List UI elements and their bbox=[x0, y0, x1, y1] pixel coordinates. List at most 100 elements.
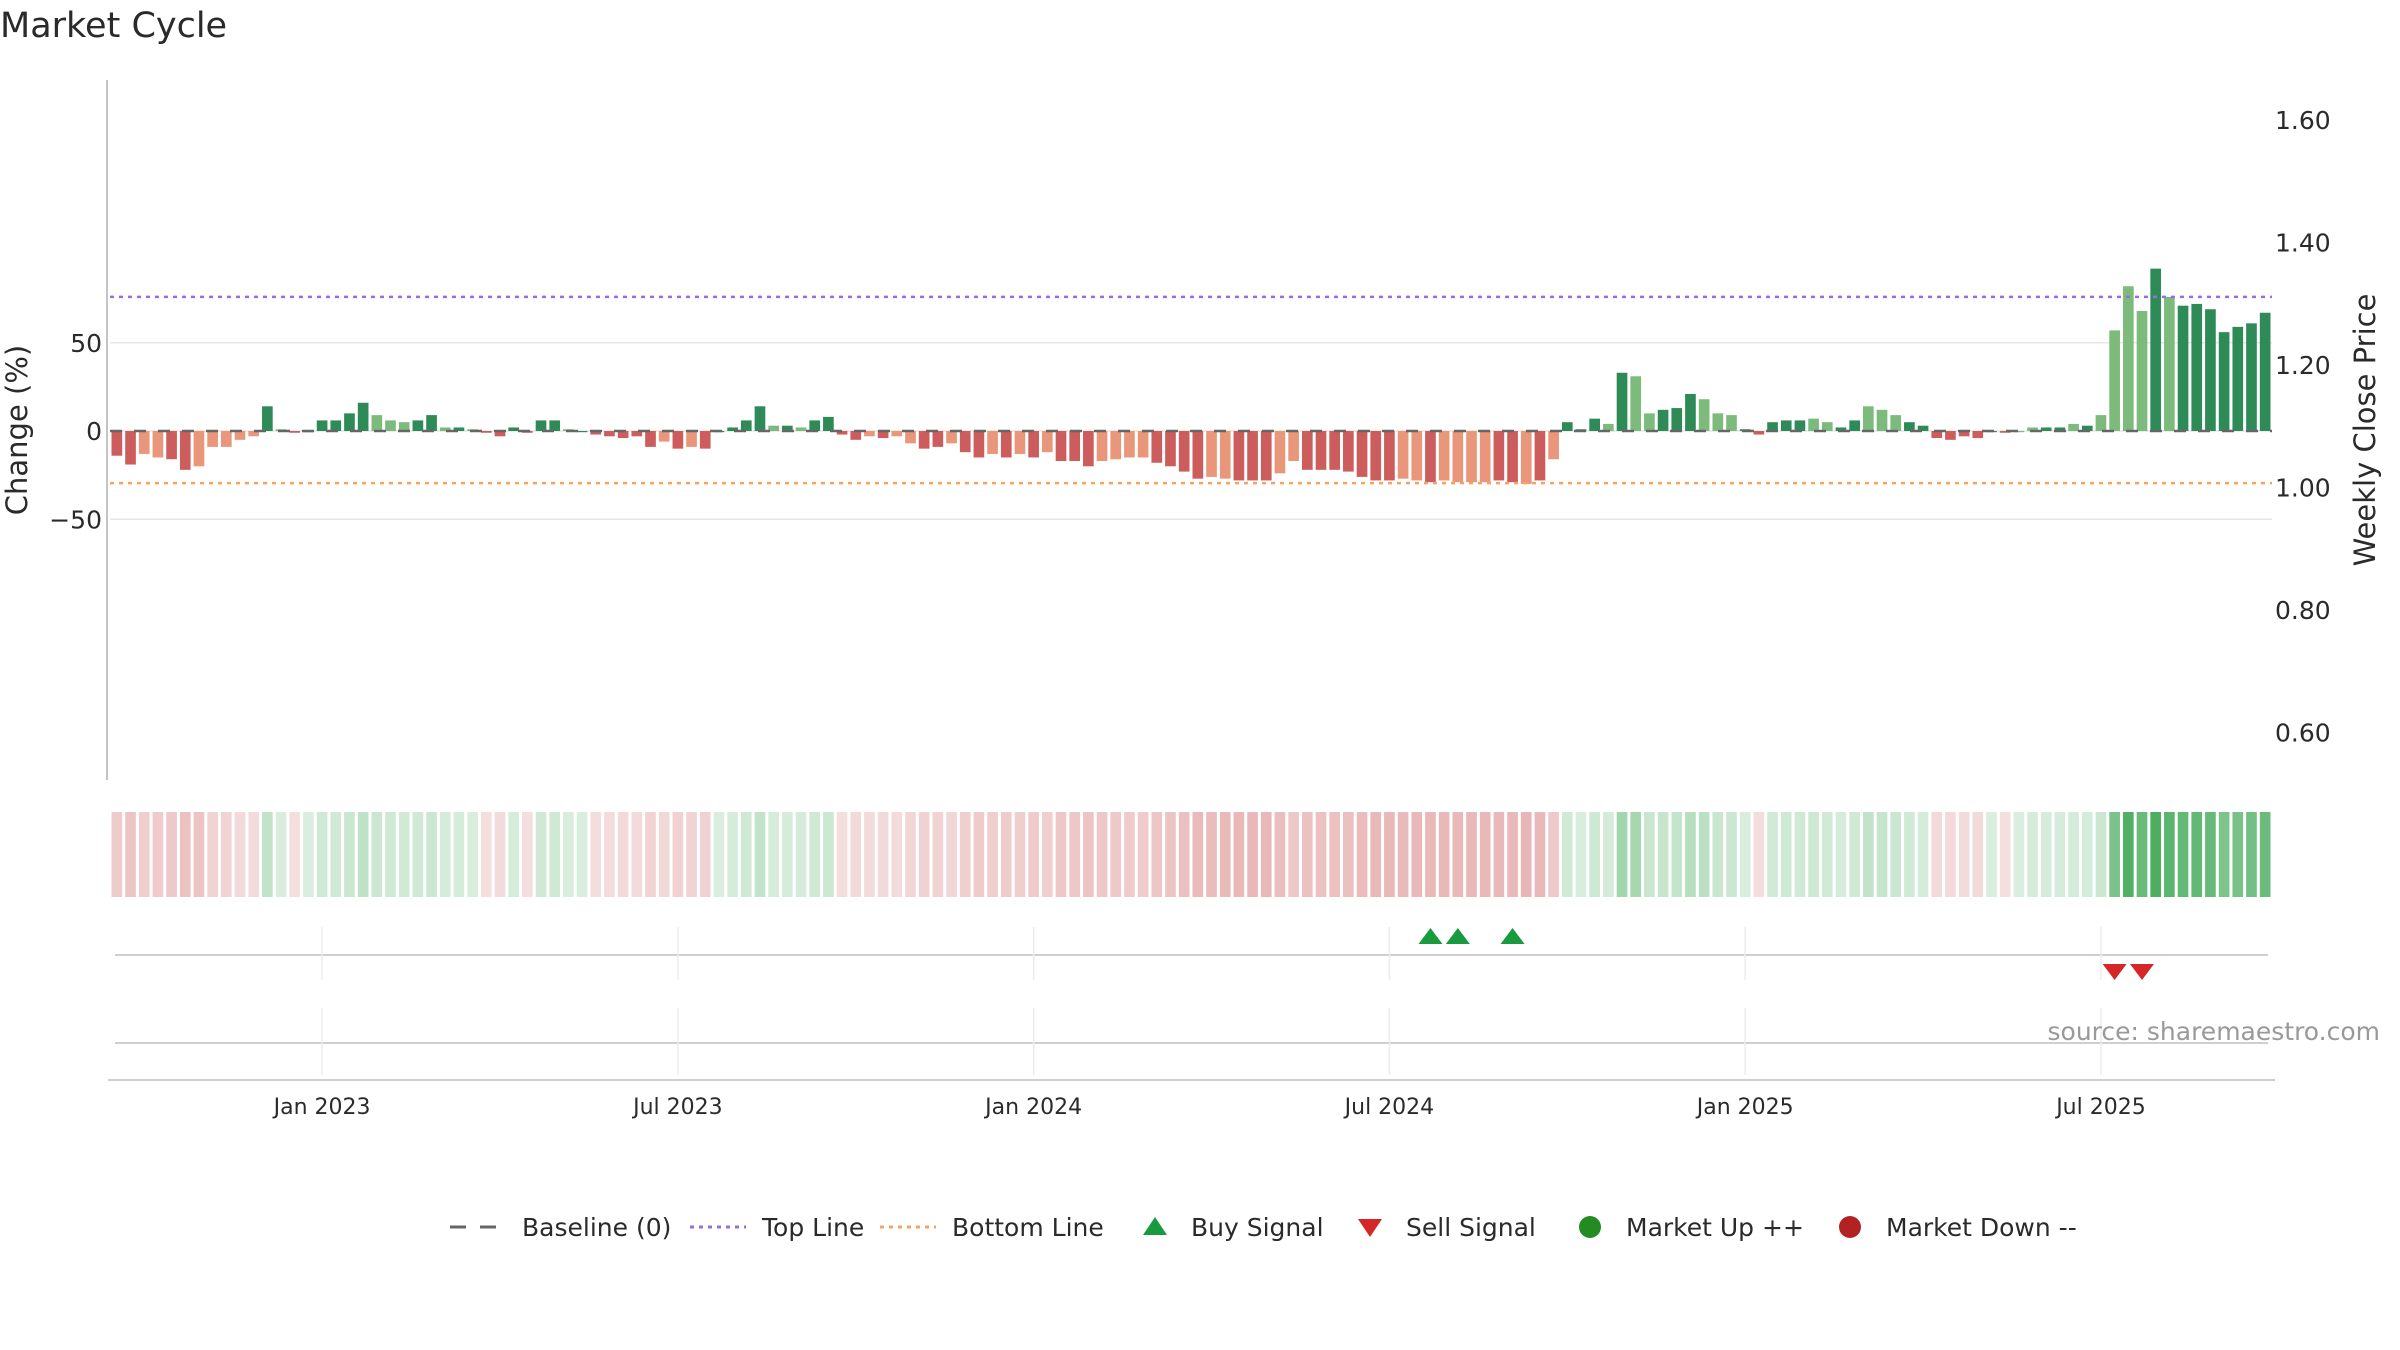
bar bbox=[1452, 431, 1464, 483]
heat-cell bbox=[1794, 812, 1806, 897]
heat-cell bbox=[2054, 812, 2066, 897]
legend-label: Buy Signal bbox=[1191, 1213, 1324, 1242]
heat-cell bbox=[1726, 812, 1737, 897]
heat-cell bbox=[1698, 812, 1710, 897]
heat-cell bbox=[1972, 812, 1984, 897]
bar bbox=[1124, 431, 1135, 458]
bar bbox=[1438, 431, 1450, 481]
heat-cell bbox=[850, 812, 862, 897]
bar bbox=[2109, 330, 2120, 431]
bar bbox=[1808, 418, 1819, 431]
heat-cell bbox=[1507, 812, 1518, 897]
heat-cell bbox=[905, 812, 916, 897]
bar bbox=[234, 431, 246, 440]
heat-cell bbox=[1192, 812, 1204, 897]
heat-cell bbox=[289, 812, 301, 897]
heat-cell bbox=[2013, 812, 2025, 897]
heat-cell bbox=[1096, 812, 1108, 897]
x-tick-label: Jul 2025 bbox=[2054, 1095, 2146, 1120]
heat-cell bbox=[1014, 812, 1026, 897]
heat-cell bbox=[1151, 812, 1163, 897]
bar bbox=[1821, 422, 1833, 431]
bar bbox=[946, 431, 957, 444]
heatmap-strip bbox=[111, 812, 2271, 897]
bar bbox=[2027, 427, 2038, 431]
bar bbox=[1411, 431, 1423, 481]
bar bbox=[2122, 286, 2134, 431]
bar bbox=[2259, 312, 2271, 431]
bar bbox=[1616, 372, 1628, 431]
bar bbox=[658, 431, 670, 442]
heat-cell bbox=[631, 812, 643, 897]
bar bbox=[2150, 268, 2162, 431]
heat-cell bbox=[1561, 812, 1573, 897]
bar bbox=[1014, 431, 1026, 454]
heat-cell bbox=[1028, 812, 1039, 897]
heat-cell bbox=[1466, 812, 1477, 897]
bar bbox=[179, 431, 191, 470]
bar bbox=[1206, 431, 1217, 477]
heat-cell bbox=[193, 812, 205, 897]
heat-cell bbox=[768, 812, 779, 897]
bar bbox=[1507, 431, 1518, 483]
bar bbox=[2191, 303, 2203, 431]
bar bbox=[932, 431, 944, 447]
heat-cell bbox=[877, 812, 889, 897]
bar bbox=[1096, 431, 1108, 462]
bar bbox=[1083, 431, 1094, 467]
bar bbox=[453, 427, 465, 431]
bar bbox=[1849, 420, 1860, 431]
heat-cell bbox=[357, 812, 369, 897]
legend-label: Bottom Line bbox=[952, 1213, 1104, 1242]
heat-cell bbox=[412, 812, 424, 897]
heat-cell bbox=[823, 812, 834, 897]
bar bbox=[850, 431, 862, 440]
bar bbox=[1753, 431, 1765, 435]
heat-cell bbox=[1685, 812, 1696, 897]
heat-cell bbox=[1835, 812, 1847, 897]
bar bbox=[371, 415, 383, 431]
heat-cell bbox=[2191, 812, 2203, 897]
bar bbox=[891, 431, 903, 437]
bar bbox=[2081, 425, 2093, 431]
heat-cell bbox=[1945, 812, 1956, 897]
legend-label: Top Line bbox=[761, 1213, 864, 1242]
sell-signal-marker bbox=[2102, 964, 2127, 980]
heat-cell bbox=[658, 812, 670, 897]
heat-cell bbox=[2177, 812, 2189, 897]
heat-cell bbox=[1534, 812, 1546, 897]
y2-tick-label: 0.60 bbox=[2275, 719, 2331, 748]
bar bbox=[1644, 413, 1655, 431]
heat-cell bbox=[2150, 812, 2162, 897]
heat-cell bbox=[1548, 812, 1559, 897]
bar bbox=[1315, 431, 1327, 470]
heat-cell bbox=[439, 812, 451, 897]
heat-cell bbox=[111, 812, 123, 897]
heat-cell bbox=[1493, 812, 1505, 897]
heat-cell bbox=[1917, 812, 1929, 897]
bar bbox=[248, 431, 260, 437]
heat-cell bbox=[1986, 812, 1997, 897]
y-tick-label: −50 bbox=[49, 505, 102, 534]
bar bbox=[1151, 431, 1163, 463]
bar bbox=[1835, 427, 1847, 431]
bar bbox=[535, 420, 547, 431]
heat-cell bbox=[604, 812, 615, 897]
heat-cell bbox=[316, 812, 328, 897]
heat-cell bbox=[686, 812, 697, 897]
heat-cell bbox=[946, 812, 957, 897]
x-tick-label: Jul 2024 bbox=[1343, 1095, 1435, 1120]
legend-label: Market Up ++ bbox=[1626, 1213, 1804, 1242]
bar bbox=[781, 425, 793, 431]
bar bbox=[1890, 415, 1902, 431]
bar bbox=[864, 431, 875, 437]
bar bbox=[2218, 332, 2230, 431]
heat-cell bbox=[262, 812, 273, 897]
bar bbox=[699, 431, 711, 449]
bar bbox=[768, 425, 779, 431]
heat-cell bbox=[1849, 812, 1860, 897]
bar bbox=[1958, 431, 1970, 437]
heat-cell bbox=[1260, 812, 1272, 897]
heat-cell bbox=[1083, 812, 1094, 897]
